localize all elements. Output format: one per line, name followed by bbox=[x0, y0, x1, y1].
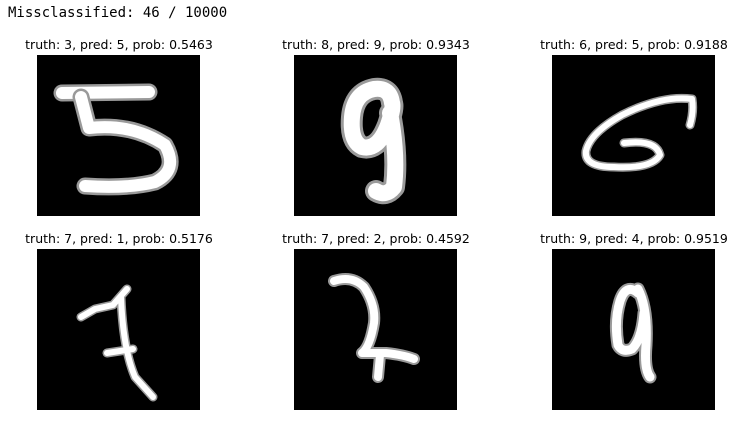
sample-title-4: truth: 7, pred: 1, prob: 0.5176 bbox=[25, 231, 213, 246]
digit-image-3 bbox=[552, 55, 715, 216]
sample-title-1: truth: 3, pred: 5, prob: 0.5463 bbox=[25, 37, 213, 52]
output-text: Missclassified: 46 / 10000 bbox=[8, 5, 228, 21]
sample-title-6: truth: 9, pred: 4, prob: 0.9519 bbox=[540, 231, 728, 246]
sample-title-5: truth: 7, pred: 2, prob: 0.4592 bbox=[282, 231, 470, 246]
digit-image-2 bbox=[294, 55, 457, 216]
digit-image-5 bbox=[294, 249, 457, 410]
sample-title-2: truth: 8, pred: 9, prob: 0.9343 bbox=[282, 37, 470, 52]
sample-title-3: truth: 6, pred: 5, prob: 0.9188 bbox=[540, 37, 728, 52]
digit-image-4 bbox=[37, 249, 200, 410]
digit-image-6 bbox=[552, 249, 715, 410]
digit-image-1 bbox=[37, 55, 200, 216]
